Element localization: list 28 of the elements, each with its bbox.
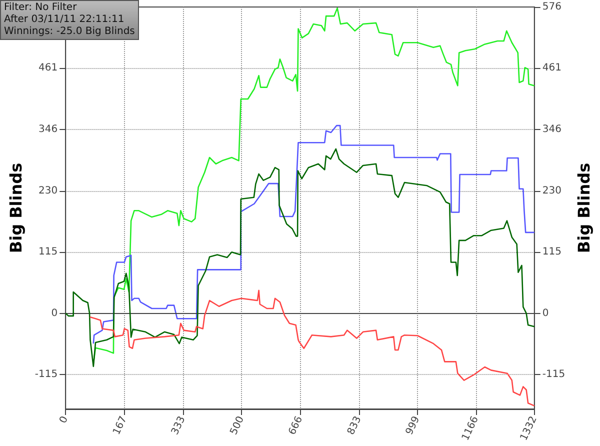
x-tick-label: 500 [228, 414, 247, 437]
y2-tick-label: 230 [542, 185, 562, 196]
y2-tick-label: 576 [542, 2, 562, 12]
x-tick-label: 833 [346, 414, 364, 437]
annotation: Winnings: -25.0 Big Blinds [4, 26, 135, 38]
annotation: After 03/11/11 22:11:11 [4, 14, 126, 26]
x-tick-label: 1332 [518, 414, 540, 442]
y2-tick-label: -115 [542, 368, 566, 380]
x-tick-label: 167 [111, 414, 130, 437]
y2-tick-label: 0 [542, 308, 549, 319]
y-tick-label: 0 [51, 308, 58, 319]
y-axis-title: Big Blinds [6, 162, 26, 254]
y2-tick-label: 346 [542, 124, 562, 135]
y-tick-label: 346 [38, 124, 58, 135]
y-tick-label: -115 [34, 368, 58, 380]
y2-axis-title: Big Blinds [574, 162, 594, 254]
x-tick-label: 0 [58, 414, 71, 426]
y-tick-label: 115 [38, 246, 58, 258]
y-tick-label: 461 [38, 62, 58, 74]
y-tick-label: 230 [38, 185, 58, 196]
x-tick-label: 999 [404, 414, 422, 437]
y2-tick-label: 115 [542, 246, 562, 258]
y2-tick-label: 461 [542, 62, 562, 74]
x-tick-label: 333 [170, 414, 188, 437]
x-tick-label: 666 [286, 414, 305, 437]
x-tick-label: 1166 [460, 414, 481, 442]
info-box: Filter: No Filter After 03/11/11 22:11:11 Winnings: -25.0 Big Blinds [0, 0, 139, 40]
annotation: Filter: No Filter [4, 2, 78, 14]
